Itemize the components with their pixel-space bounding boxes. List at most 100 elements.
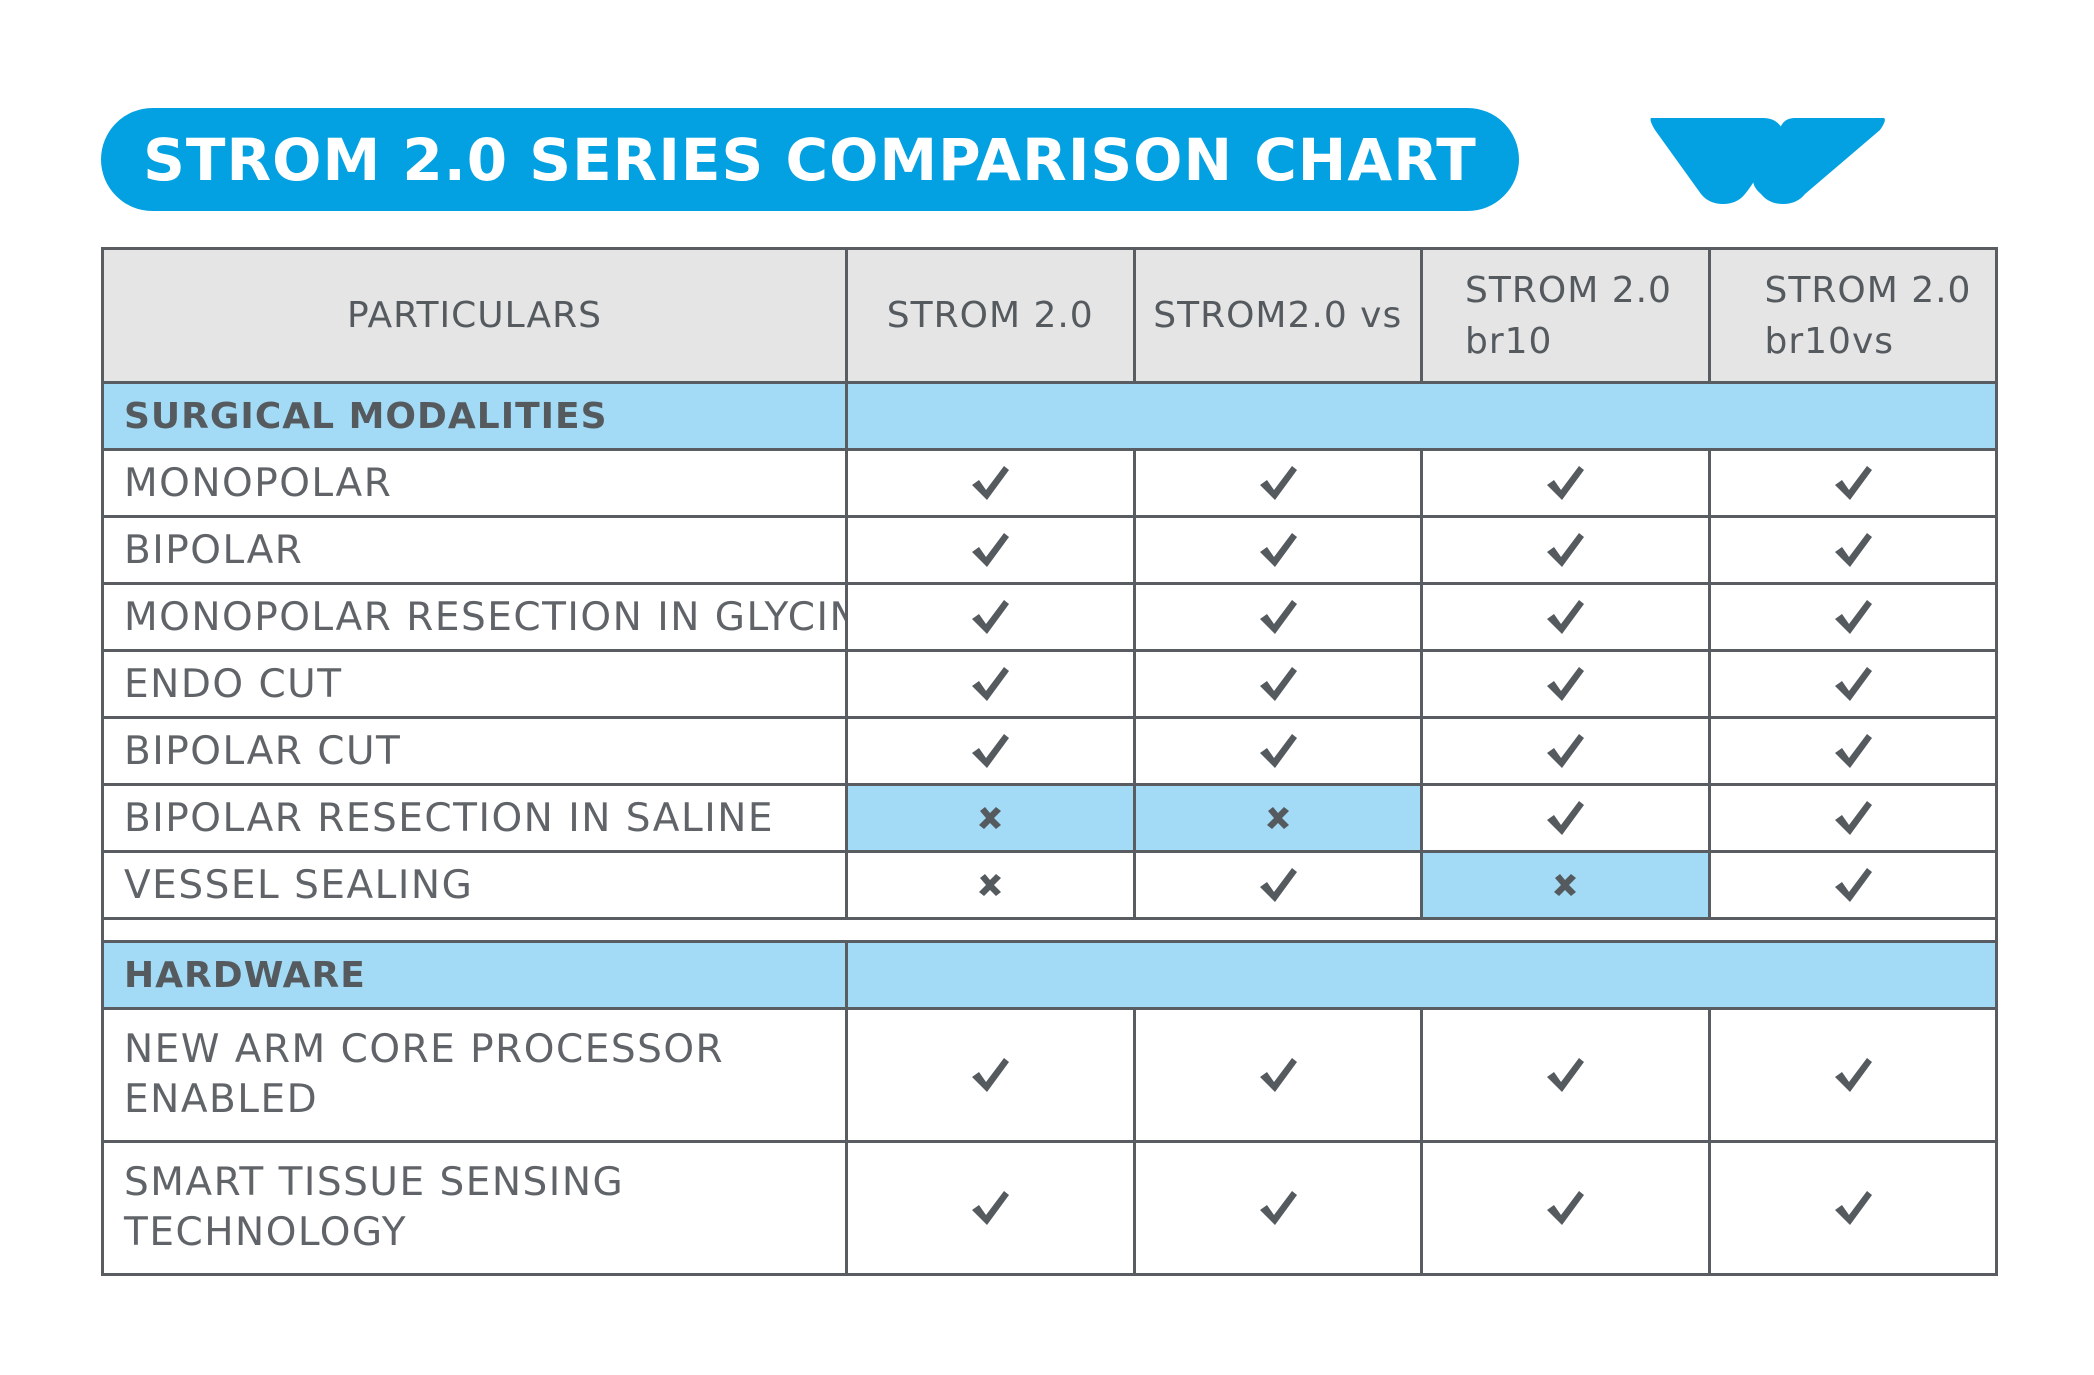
cell-mark bbox=[1707, 783, 1998, 853]
check-icon bbox=[1834, 1191, 1872, 1225]
cell-mark bbox=[1707, 582, 1998, 652]
check-icon bbox=[1834, 466, 1872, 500]
cell-mark bbox=[1132, 515, 1423, 585]
cross-icon bbox=[979, 807, 1002, 829]
cell-mark bbox=[1707, 1007, 1998, 1143]
section-fill bbox=[845, 940, 1998, 1010]
check-icon bbox=[1834, 533, 1872, 567]
check-icon bbox=[1259, 868, 1297, 902]
check-icon bbox=[1834, 667, 1872, 701]
cell-mark bbox=[1420, 716, 1711, 786]
page-title: STROM 2.0 SERIES COMPARISON CHART bbox=[143, 125, 1477, 194]
cell-mark bbox=[845, 515, 1136, 585]
cell-mark bbox=[1707, 649, 1998, 719]
cell-mark bbox=[1707, 448, 1998, 518]
table-row: BIPOLAR RESECTION IN SALINE bbox=[101, 783, 1998, 853]
section-spacer bbox=[101, 917, 1998, 943]
cell-mark bbox=[1132, 649, 1423, 719]
cell-mark bbox=[1420, 515, 1711, 585]
check-icon bbox=[1547, 667, 1585, 701]
table-header-row: PARTICULARS STROM 2.0 STROM2.0 vs STROM … bbox=[101, 247, 1998, 384]
table-row: MONOPOLAR bbox=[101, 448, 1998, 518]
check-icon bbox=[972, 734, 1010, 768]
section-title: HARDWARE bbox=[101, 940, 848, 1010]
check-icon bbox=[972, 1058, 1010, 1092]
cell-mark bbox=[1132, 1007, 1423, 1143]
cell-mark bbox=[1420, 649, 1711, 719]
section-row-surgical-modalities: SURGICAL MODALITIES bbox=[101, 381, 1998, 451]
cell-mark bbox=[845, 1140, 1136, 1276]
section-fill bbox=[845, 381, 1998, 451]
table-row: VESSEL SEALING bbox=[101, 850, 1998, 920]
row-label: BIPOLAR bbox=[101, 515, 848, 585]
table-row: BIPOLAR bbox=[101, 515, 1998, 585]
cross-icon bbox=[1554, 874, 1577, 896]
check-icon bbox=[972, 533, 1010, 567]
check-icon bbox=[972, 466, 1010, 500]
check-icon bbox=[972, 1191, 1010, 1225]
table-row: MONOPOLAR RESECTION IN GLYCINE bbox=[101, 582, 1998, 652]
check-icon bbox=[1547, 600, 1585, 634]
check-icon bbox=[1834, 801, 1872, 835]
check-icon bbox=[1547, 533, 1585, 567]
cell-mark bbox=[845, 1007, 1136, 1143]
row-label: NEW ARM CORE PROCESSOR ENABLED bbox=[101, 1007, 848, 1143]
cell-mark bbox=[1132, 1140, 1423, 1276]
check-icon bbox=[972, 667, 1010, 701]
check-icon bbox=[1547, 801, 1585, 835]
cell-mark bbox=[845, 448, 1136, 518]
check-icon bbox=[1259, 533, 1297, 567]
cell-mark bbox=[845, 649, 1136, 719]
cell-mark bbox=[1420, 1140, 1711, 1276]
cell-mark bbox=[845, 716, 1136, 786]
header-strom-2-0-br10: STROM 2.0 br10 bbox=[1420, 247, 1711, 384]
check-icon bbox=[1259, 466, 1297, 500]
check-icon bbox=[972, 600, 1010, 634]
header-strom-2-0-vs: STROM2.0 vs bbox=[1132, 247, 1423, 384]
brand-wave-logo-icon bbox=[1650, 118, 1885, 204]
header-strom-2-0: STROM 2.0 bbox=[845, 247, 1136, 384]
cell-mark bbox=[1707, 850, 1998, 920]
row-label: BIPOLAR CUT bbox=[101, 716, 848, 786]
cell-mark bbox=[1420, 1007, 1711, 1143]
comparison-table: PARTICULARS STROM 2.0 STROM2.0 vs STROM … bbox=[101, 247, 1998, 1276]
cell-mark bbox=[1132, 783, 1423, 853]
cross-icon bbox=[1266, 807, 1289, 829]
section-row-hardware: HARDWARE bbox=[101, 940, 1998, 1010]
section-title: SURGICAL MODALITIES bbox=[101, 381, 848, 451]
cell-mark bbox=[1420, 783, 1711, 853]
row-label: ENDO CUT bbox=[101, 649, 848, 719]
table-row: BIPOLAR CUT bbox=[101, 716, 1998, 786]
row-label: MONOPOLAR bbox=[101, 448, 848, 518]
row-label: MONOPOLAR RESECTION IN GLYCINE bbox=[101, 582, 848, 652]
check-icon bbox=[1547, 1191, 1585, 1225]
check-icon bbox=[1547, 1058, 1585, 1092]
check-icon bbox=[1259, 734, 1297, 768]
cell-mark bbox=[1707, 1140, 1998, 1276]
check-icon bbox=[1834, 868, 1872, 902]
cell-mark bbox=[1132, 582, 1423, 652]
header-particulars: PARTICULARS bbox=[101, 247, 848, 384]
check-icon bbox=[1259, 1058, 1297, 1092]
header-strom-2-0-br10vs: STROM 2.0 br10vs bbox=[1707, 247, 1998, 384]
check-icon bbox=[1259, 600, 1297, 634]
cell-mark bbox=[1132, 850, 1423, 920]
check-icon bbox=[1259, 1191, 1297, 1225]
check-icon bbox=[1834, 734, 1872, 768]
check-icon bbox=[1547, 466, 1585, 500]
cell-mark bbox=[845, 783, 1136, 853]
row-label: SMART TISSUE SENSING TECHNOLOGY bbox=[101, 1140, 848, 1276]
title-banner: STROM 2.0 SERIES COMPARISON CHART bbox=[101, 108, 1519, 211]
check-icon bbox=[1259, 667, 1297, 701]
cell-mark bbox=[1132, 448, 1423, 518]
cell-mark bbox=[1420, 850, 1711, 920]
table-row: ENDO CUT bbox=[101, 649, 1998, 719]
table-row: SMART TISSUE SENSING TECHNOLOGY bbox=[101, 1140, 1998, 1276]
cell-mark bbox=[1420, 582, 1711, 652]
cross-icon bbox=[979, 874, 1002, 896]
cell-mark bbox=[1132, 716, 1423, 786]
check-icon bbox=[1834, 600, 1872, 634]
table-row: NEW ARM CORE PROCESSOR ENABLED bbox=[101, 1007, 1998, 1143]
cell-mark bbox=[845, 582, 1136, 652]
spacer-cell bbox=[101, 917, 1998, 943]
